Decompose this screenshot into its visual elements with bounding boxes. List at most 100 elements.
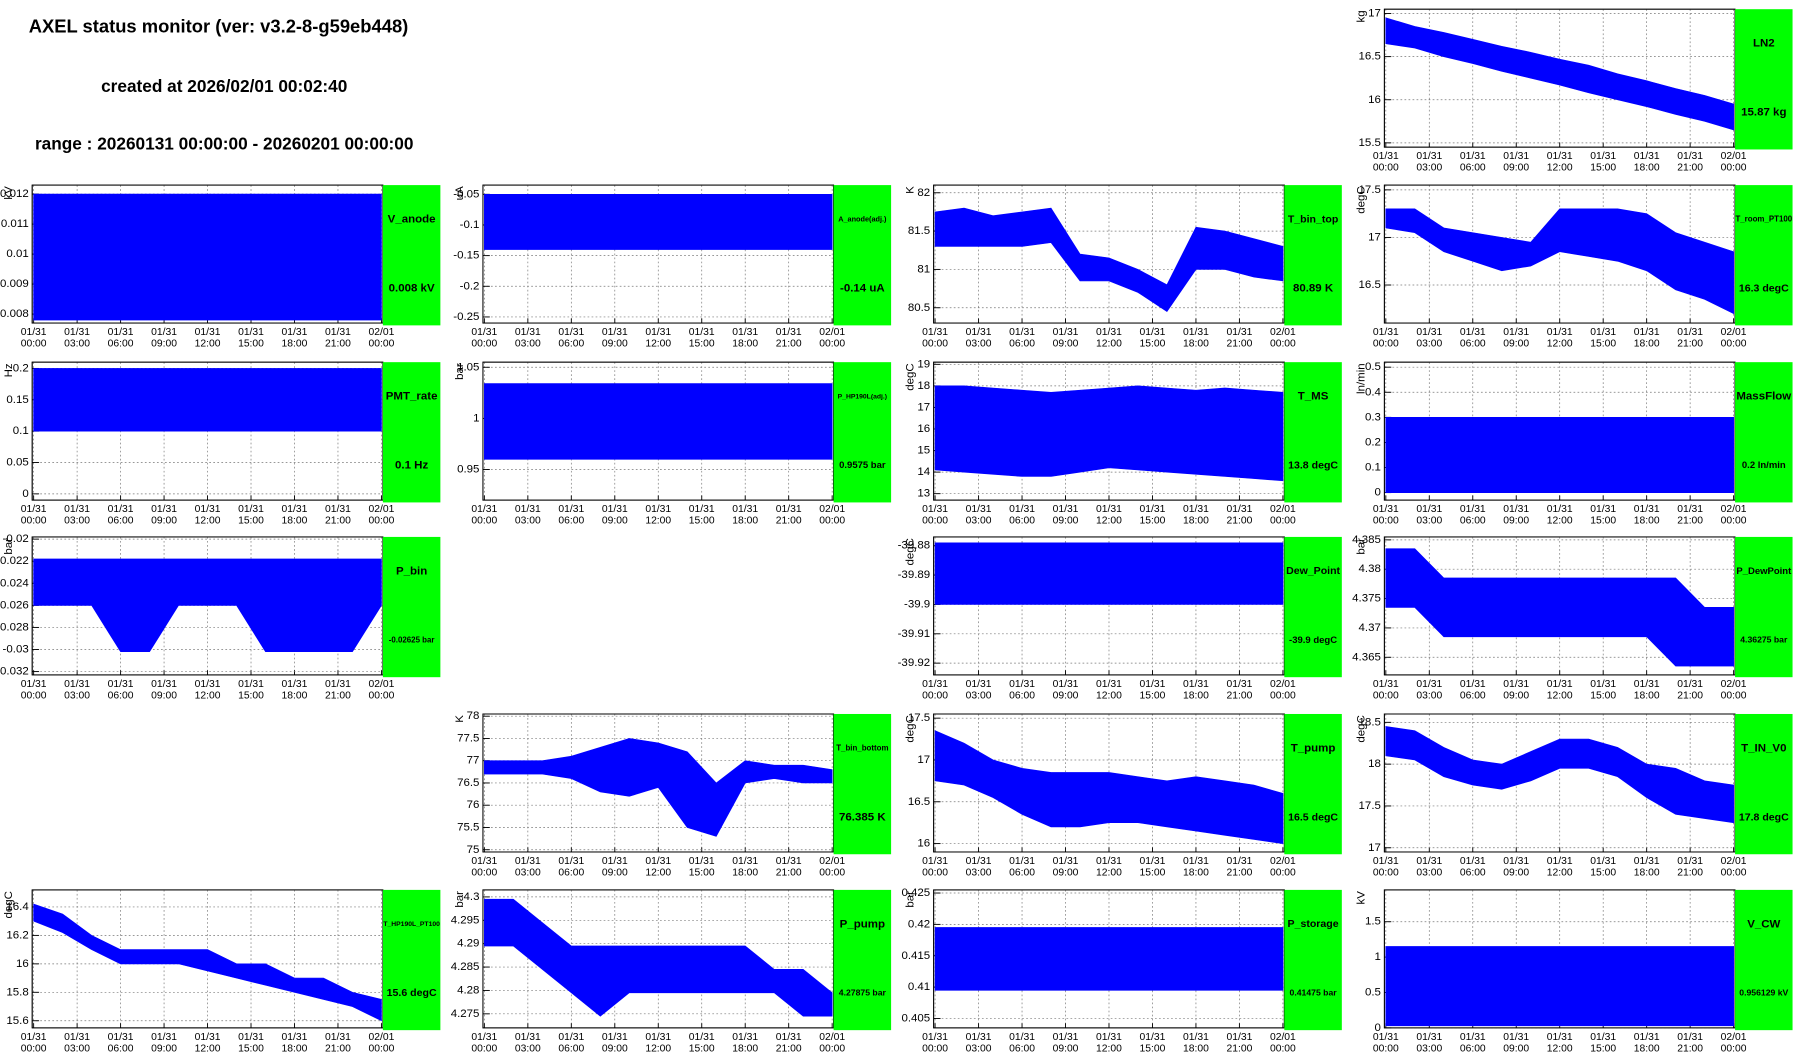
x-tick-time: 03:00 (64, 1043, 90, 1052)
x-tick-time: 21:00 (1677, 163, 1703, 174)
x-tick-date: 01/31 (471, 856, 497, 867)
data-band (484, 738, 833, 837)
x-tick-date: 01/31 (1009, 1032, 1035, 1043)
x-tick-time: 00:00 (1721, 516, 1747, 527)
x-tick-time: 00:00 (471, 1043, 497, 1052)
x-tick-time: 03:00 (64, 690, 90, 701)
y-tick-label: 15 (917, 445, 930, 457)
y-tick-label: 18.5 (1359, 716, 1381, 728)
x-tick-time: 21:00 (1226, 1043, 1252, 1052)
x-tick-time: 00:00 (1721, 1043, 1747, 1052)
y-tick-label: 1.5 (1365, 916, 1381, 928)
x-tick-date: 01/31 (1590, 151, 1616, 162)
x-tick-date: 02/01 (1721, 151, 1747, 162)
x-tick-time: 21:00 (1226, 690, 1252, 701)
x-tick-date: 01/31 (776, 1032, 802, 1043)
x-tick-time: 15:00 (238, 516, 264, 527)
status-name: V_CW (1747, 918, 1780, 930)
x-tick-time: 09:00 (602, 1043, 628, 1052)
x-tick-time: 12:00 (1547, 1043, 1573, 1052)
x-tick-date: 01/31 (645, 504, 671, 515)
y-axis-unit: degC (905, 715, 917, 742)
x-tick-date: 01/31 (195, 327, 221, 338)
x-tick-time: 15:00 (1590, 516, 1616, 527)
x-tick-time: 03:00 (966, 867, 992, 878)
x-tick-time: 06:00 (1009, 516, 1035, 527)
x-tick-date: 01/31 (1460, 679, 1486, 690)
status-value: 16.3 degC (1739, 282, 1789, 294)
status-box (833, 713, 892, 855)
y-tick-label: 1.05 (457, 361, 479, 373)
x-tick-date: 01/31 (689, 856, 715, 867)
x-tick-date: 01/31 (108, 679, 134, 690)
status-value: 15.87 kg (1741, 107, 1786, 119)
x-tick-time: 12:00 (1096, 867, 1122, 878)
x-tick-date: 01/31 (21, 679, 47, 690)
y-tick-label: 16.4 (6, 901, 29, 913)
y-tick-label: 76 (467, 799, 480, 811)
x-tick-date: 01/31 (1373, 504, 1399, 515)
x-tick-date: 02/01 (1270, 679, 1296, 690)
x-tick-date: 01/31 (195, 679, 221, 690)
x-tick-date: 01/31 (238, 1032, 264, 1043)
x-tick-time: 21:00 (1677, 690, 1703, 701)
x-tick-date: 01/31 (645, 856, 671, 867)
status-value: -39.9 degC (1289, 635, 1337, 646)
y-axis-unit: K (454, 715, 466, 723)
status-name: Dew_Point (1286, 565, 1340, 577)
y-tick-label: 76.5 (457, 777, 479, 789)
x-tick-time: 18:00 (1634, 516, 1660, 527)
x-tick-date: 01/31 (558, 504, 584, 515)
x-tick-date: 01/31 (1009, 679, 1035, 690)
data-band (33, 193, 382, 321)
x-tick-date: 01/31 (602, 1032, 628, 1043)
status-name: T_bin_bottom (836, 744, 888, 753)
x-tick-time: 18:00 (732, 516, 758, 527)
status-box (1735, 889, 1793, 1031)
x-tick-date: 01/31 (732, 504, 758, 515)
x-tick-date: 02/01 (1721, 504, 1747, 515)
x-tick-date: 01/31 (1096, 856, 1122, 867)
x-tick-date: 01/31 (1053, 679, 1079, 690)
y-tick-label: 0.95 (457, 464, 479, 476)
status-value: 15.6 degC (387, 987, 437, 999)
x-tick-time: 00:00 (819, 1043, 845, 1052)
x-tick-time: 00:00 (21, 339, 47, 350)
y-tick-label: 1 (1375, 951, 1381, 963)
x-tick-time: 03:00 (515, 1043, 541, 1052)
x-tick-date: 01/31 (151, 679, 177, 690)
x-tick-date: 01/31 (645, 327, 671, 338)
y-tick-label: 75.5 (457, 822, 479, 834)
x-tick-date: 01/31 (325, 504, 351, 515)
x-tick-date: 01/31 (1503, 327, 1529, 338)
y-tick-label: -0.03 (3, 644, 29, 656)
y-tick-label: 0.5 (1365, 361, 1381, 373)
x-tick-time: 12:00 (195, 516, 221, 527)
y-tick-label: 13 (917, 488, 930, 500)
y-tick-label: 15.5 (1359, 137, 1381, 149)
x-tick-date: 01/31 (195, 1032, 221, 1043)
x-tick-time: 12:00 (195, 339, 221, 350)
y-tick-label: 15.8 (6, 986, 28, 998)
x-tick-date: 01/31 (558, 856, 584, 867)
x-tick-date: 01/31 (645, 1032, 671, 1043)
y-axis-unit: bar (3, 538, 15, 555)
x-tick-time: 00:00 (922, 1043, 948, 1052)
x-tick-time: 12:00 (1547, 516, 1573, 527)
y-tick-label: -0.2 (460, 280, 480, 292)
x-tick-time: 21:00 (1677, 867, 1703, 878)
x-tick-time: 03:00 (966, 1043, 992, 1052)
x-tick-time: 00:00 (922, 516, 948, 527)
status-box (1735, 362, 1793, 503)
status-box (382, 185, 441, 326)
x-tick-date: 01/31 (922, 679, 948, 690)
y-tick-label: 0.2 (13, 362, 29, 374)
x-tick-date: 01/31 (1140, 679, 1166, 690)
x-tick-time: 00:00 (1373, 1043, 1399, 1052)
x-tick-time: 15:00 (1590, 867, 1616, 878)
x-tick-time: 09:00 (1053, 516, 1079, 527)
x-tick-time: 06:00 (1460, 163, 1486, 174)
x-tick-date: 01/31 (1373, 327, 1399, 338)
y-tick-label: -0.15 (453, 250, 479, 262)
status-value: 76.385 K (839, 811, 886, 823)
